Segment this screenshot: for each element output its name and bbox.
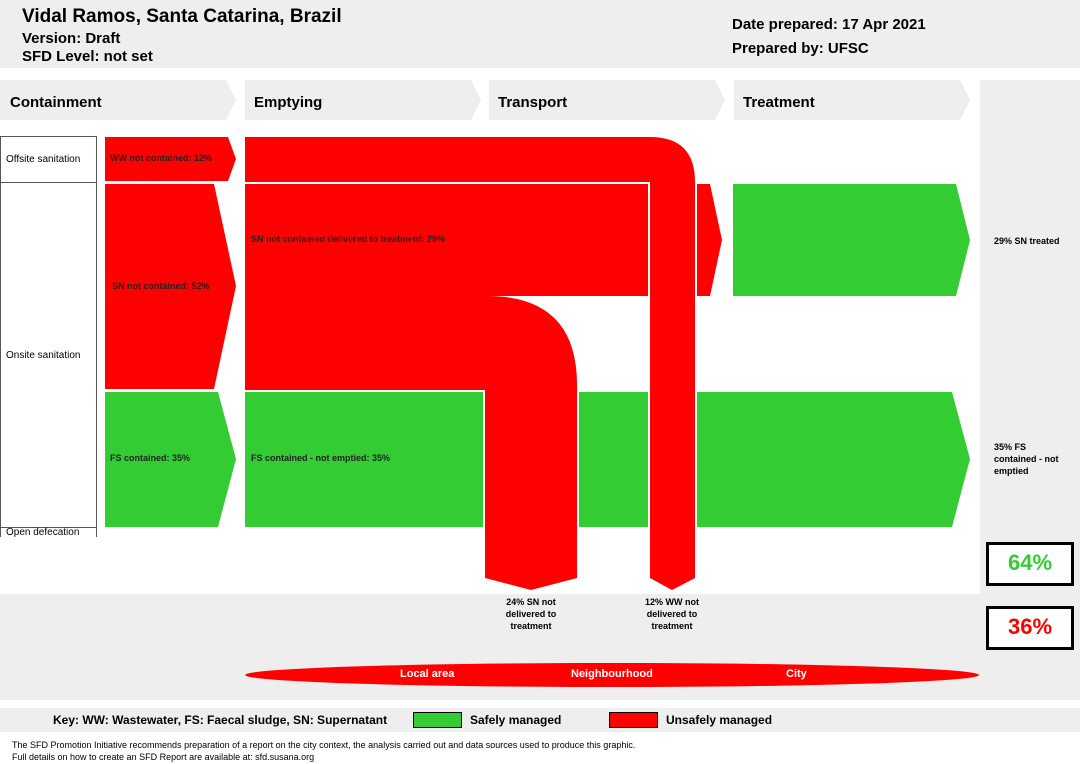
sn-not-delivered-flow <box>245 296 577 590</box>
ww-not-delivered-flow <box>245 137 695 590</box>
offsite-sanitation-label: Offsite sanitation <box>6 154 81 165</box>
fs-not-emptied-flow-mid <box>579 392 648 527</box>
safe-total-box: 64% <box>986 542 1074 586</box>
local-area-label: Local area <box>400 668 455 680</box>
unsafe-key-label: Unsafely managed <box>666 713 773 727</box>
safe-swatch <box>413 712 462 728</box>
offsite-sanitation-box <box>0 136 97 183</box>
sn-delivered-arrowhead <box>697 184 722 296</box>
unsafe-total-box: 36% <box>986 606 1074 650</box>
treatment-stage-arrow <box>734 80 970 120</box>
key-text: Key: WW: Wastewater, FS: Faecal sludge, … <box>53 713 388 727</box>
containment-stage-arrow <box>0 80 236 120</box>
stage-transport: Transport <box>498 94 568 111</box>
unsafe-swatch <box>609 712 658 728</box>
transport-stage-arrow <box>489 80 725 120</box>
open-defecation-label: Open defecation <box>6 527 80 538</box>
ww-not-delivered-label: 12% WW not delivered to treatment <box>645 597 699 631</box>
fs-not-emptied-arrowhead <box>952 392 970 527</box>
ww-not-contained-arrow <box>105 137 236 181</box>
prepared-by-label: Prepared by: UFSC <box>732 40 869 57</box>
sn-treated-outcome: 29% SN treated <box>994 236 1060 246</box>
outcome-panel <box>980 80 1080 595</box>
fs-not-emptied-label: FS contained - not emptied: 35% <box>251 453 391 463</box>
stage-emptying: Emptying <box>254 94 323 111</box>
sfd-level-label: SFD Level: not set <box>22 48 153 65</box>
key-bar: Key: WW: Wastewater, FS: Faecal sludge, … <box>0 708 1080 732</box>
fs-contained-label: FS contained: 35% <box>110 453 191 463</box>
sn-delivered-label: SN not contained delivered to treatment:… <box>251 234 446 244</box>
city-title: Vidal Ramos, Santa Catarina, Brazil <box>22 6 342 27</box>
neighbourhood-label: Neighbourhood <box>571 668 653 680</box>
city-label: City <box>786 668 807 680</box>
flow-diagram <box>105 137 979 687</box>
safe-key-label: Safely managed <box>470 713 562 727</box>
stage-header <box>0 80 970 120</box>
fs-not-emptied-flow <box>245 392 483 527</box>
local-area-ellipse <box>245 663 979 687</box>
sn-not-contained-label: SN not contained: 52% <box>112 281 210 291</box>
sn-not-contained-arrow <box>105 184 236 389</box>
sn-delivered-flow <box>245 184 648 296</box>
fs-contained-arrow <box>105 392 236 527</box>
fs-contained-not-emptied-outcome: 35% FS contained - not emptied <box>994 442 1059 476</box>
onsite-sanitation-label: Onsite sanitation <box>6 350 81 361</box>
emptying-stage-arrow <box>245 80 481 120</box>
stage-treatment: Treatment <box>743 94 815 111</box>
open-defecation-box <box>0 527 97 537</box>
date-prepared-label: Date prepared: 17 Apr 2021 <box>732 16 926 33</box>
sn-not-delivered-label: 24% SN not delivered to treatment <box>505 597 557 631</box>
header-panel: Vidal Ramos, Santa Catarina, Brazil Vers… <box>0 0 1080 68</box>
footer-line-2: Full details on how to create an SFD Rep… <box>12 752 315 762</box>
version-label: Version: Draft <box>22 30 121 47</box>
stage-containment: Containment <box>10 94 102 111</box>
ww-not-contained-label: WW not contained: 12% <box>110 153 212 163</box>
footer-line-1: The SFD Promotion Initiative recommends … <box>12 740 636 750</box>
sn-treated-arrow <box>733 184 970 296</box>
fs-not-emptied-flow-right <box>697 392 952 527</box>
